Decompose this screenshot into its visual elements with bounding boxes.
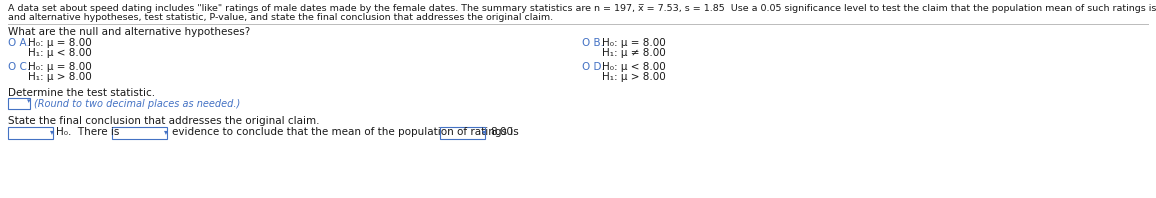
Text: ▾: ▾ xyxy=(50,127,54,136)
Text: H₁: μ > 8.00: H₁: μ > 8.00 xyxy=(28,72,91,82)
Text: O A.: O A. xyxy=(8,38,30,48)
Text: ▾: ▾ xyxy=(482,127,486,136)
Text: H₁: μ < 8.00: H₁: μ < 8.00 xyxy=(28,48,91,58)
Bar xyxy=(8,127,53,139)
Text: H₁: μ ≠ 8.00: H₁: μ ≠ 8.00 xyxy=(602,48,666,58)
Text: H₁: μ > 8.00: H₁: μ > 8.00 xyxy=(602,72,666,82)
Text: (Round to two decimal places as needed.): (Round to two decimal places as needed.) xyxy=(34,99,240,109)
Text: H₀: μ = 8.00: H₀: μ = 8.00 xyxy=(28,62,91,72)
Bar xyxy=(440,127,486,139)
Text: H₀: μ < 8.00: H₀: μ < 8.00 xyxy=(602,62,666,72)
Text: What are the null and alternative hypotheses?: What are the null and alternative hypoth… xyxy=(8,27,250,37)
Text: H₀.  There is: H₀. There is xyxy=(55,127,119,137)
Text: O B.: O B. xyxy=(581,38,603,48)
Text: evidence to conclude that the mean of the population of ratings is: evidence to conclude that the mean of th… xyxy=(172,127,519,137)
Text: and alternative hypotheses, test statistic, P-value, and state the final conclus: and alternative hypotheses, test statist… xyxy=(8,13,553,22)
Text: H₀: μ = 8.00: H₀: μ = 8.00 xyxy=(602,38,666,48)
Text: State the final conclusion that addresses the original claim.: State the final conclusion that addresse… xyxy=(8,116,319,126)
Text: Determine the test statistic.: Determine the test statistic. xyxy=(8,88,155,98)
Bar xyxy=(112,127,166,139)
Text: H₀: μ = 8.00: H₀: μ = 8.00 xyxy=(28,38,91,48)
Text: 8.00.: 8.00. xyxy=(490,127,517,137)
Text: O D.: O D. xyxy=(581,62,605,72)
Bar xyxy=(8,98,30,109)
Text: ▾: ▾ xyxy=(164,127,168,136)
Text: ▾: ▾ xyxy=(27,98,30,104)
Text: O C.: O C. xyxy=(8,62,30,72)
Text: A data set about speed dating includes "like" ratings of male dates made by the : A data set about speed dating includes "… xyxy=(8,4,1156,13)
